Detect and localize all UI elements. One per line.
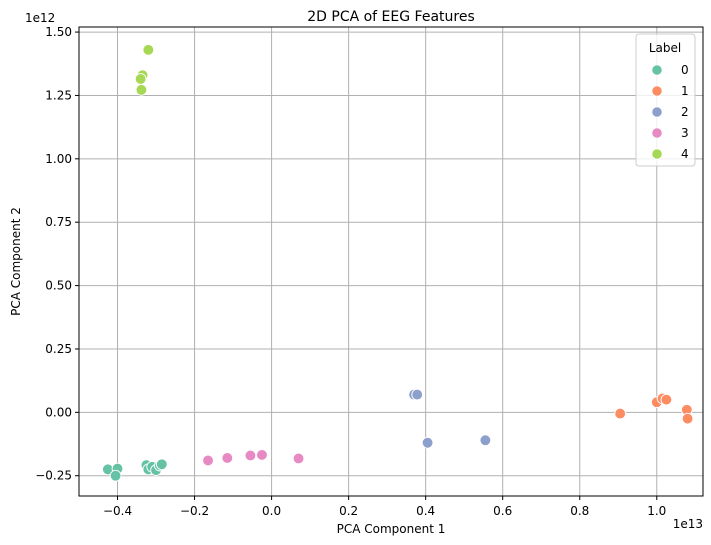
- scatter-point-label-3: [203, 455, 214, 466]
- legend-marker-3: [652, 128, 662, 138]
- y-tick-label: −0.25: [35, 469, 72, 483]
- x-tick-label: −0.4: [103, 504, 132, 518]
- scatter-point-label-4: [135, 74, 146, 85]
- x-tick-label: 0.8: [570, 504, 589, 518]
- legend-title: Label: [649, 41, 681, 55]
- legend-label-0: 0: [681, 63, 689, 77]
- y-axis-label: PCA Component 2: [9, 207, 23, 316]
- scatter-point-label-2: [412, 389, 423, 400]
- scatter-point-label-1: [661, 394, 672, 405]
- scatter-point-label-3: [222, 453, 233, 464]
- y-tick-label: 0.75: [45, 215, 72, 229]
- y-tick-label: 1.25: [45, 88, 72, 102]
- legend-label-1: 1: [681, 84, 689, 98]
- y-tick-label: 0.50: [45, 279, 72, 293]
- x-tick-label: −0.2: [180, 504, 209, 518]
- x-tick-label: 0.6: [493, 504, 512, 518]
- scatter-point-label-0: [110, 470, 121, 481]
- legend-marker-4: [652, 149, 662, 159]
- legend-marker-0: [652, 65, 662, 75]
- legend-label-2: 2: [681, 105, 689, 119]
- legend: Label 0 1 2 3 4: [636, 34, 695, 166]
- x-tick-label: 0.4: [416, 504, 435, 518]
- x-tick-label: 0.0: [262, 504, 281, 518]
- scatter-point-label-3: [293, 453, 304, 464]
- y-scale-label: 1e12: [25, 11, 55, 25]
- x-tick-label: 0.2: [339, 504, 358, 518]
- scatter-point-label-4: [143, 44, 154, 55]
- y-tick-label: 0.25: [45, 342, 72, 356]
- legend-label-4: 4: [681, 147, 689, 161]
- legend-marker-1: [652, 86, 662, 96]
- scatter-point-label-1: [615, 408, 626, 419]
- y-tick-label: 0.00: [45, 405, 72, 419]
- scatter-point-label-0: [156, 459, 167, 470]
- scatter-point-label-3: [257, 450, 268, 461]
- scatter-point-label-2: [422, 437, 433, 448]
- y-tick-label: 1.00: [45, 152, 72, 166]
- x-scale-label: 1e13: [673, 517, 703, 531]
- scatter-point-label-3: [245, 450, 256, 461]
- chart-title: 2D PCA of EEG Features: [307, 9, 475, 25]
- x-tick-label: 1.0: [647, 504, 666, 518]
- x-axis-label: PCA Component 1: [337, 522, 446, 536]
- legend-label-3: 3: [681, 126, 689, 140]
- scatter-point-label-4: [136, 84, 147, 95]
- legend-marker-2: [652, 107, 662, 117]
- y-tick-label: 1.50: [45, 25, 72, 39]
- scatter-point-label-1: [682, 413, 693, 424]
- scatter-point-label-2: [480, 435, 491, 446]
